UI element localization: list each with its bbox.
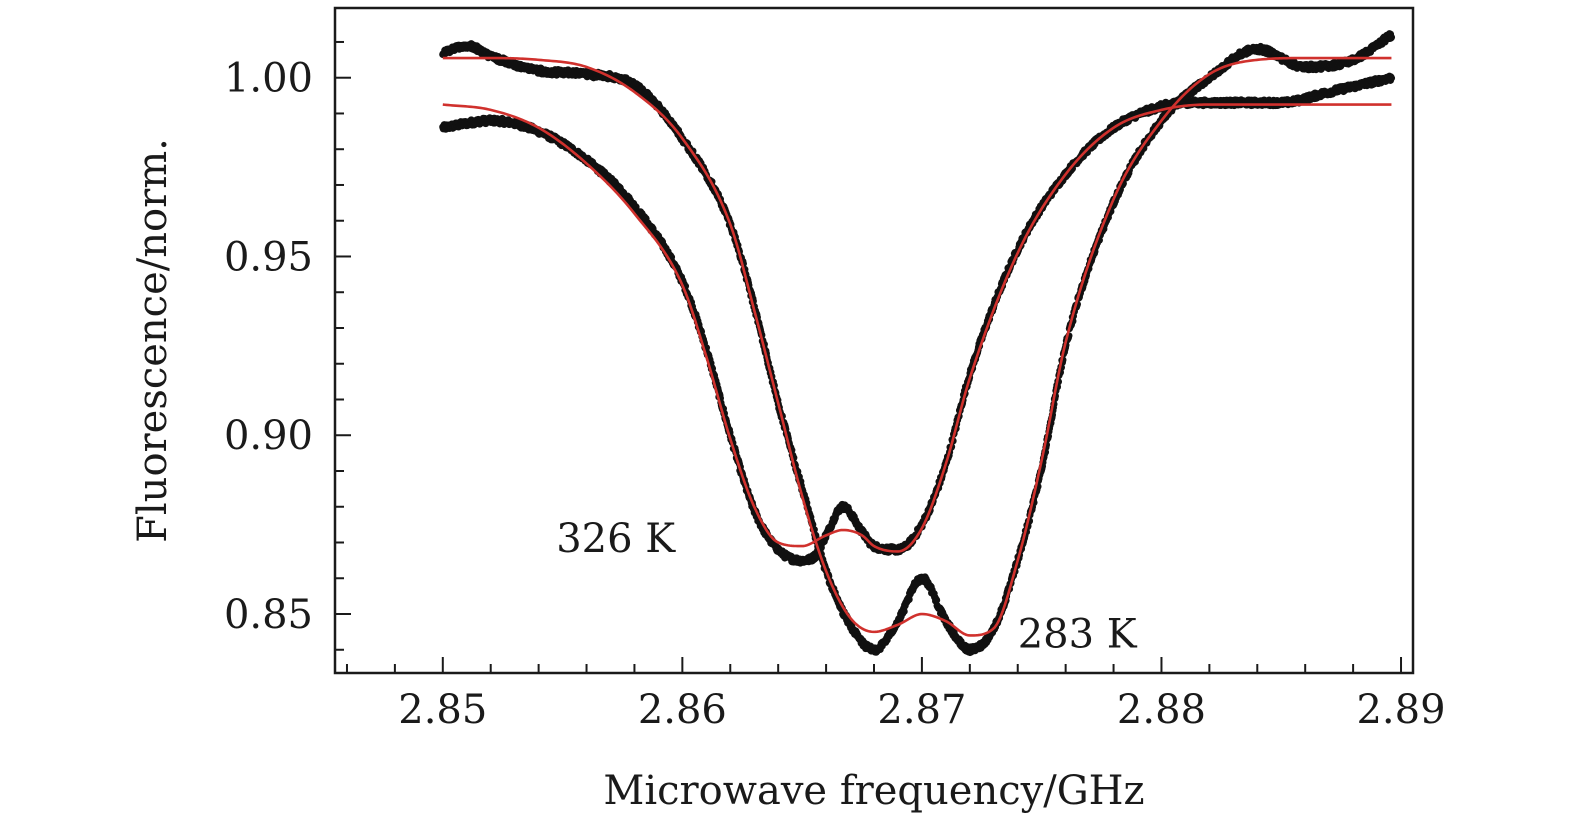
data-point (900, 607, 908, 615)
data-point (1387, 74, 1396, 82)
fit-line-326-k-fit (442, 103, 1392, 553)
data-point (932, 596, 941, 604)
annotation-283-k: 283 K (1018, 611, 1138, 657)
x-tick-label: 2.89 (1356, 687, 1445, 733)
data-point (905, 595, 913, 604)
y-axis-title: Fluorescence/norm. (130, 138, 176, 543)
y-tick-label: 0.85 (224, 592, 313, 638)
x-tick-label: 2.87 (877, 687, 966, 733)
series-326-k (439, 72, 1396, 567)
fit-line-283-k-fit (442, 56, 1392, 637)
data-point (1387, 33, 1396, 41)
fit-layer (442, 56, 1392, 637)
y-tick-label: 1.00 (224, 56, 313, 102)
x-tick-label: 2.88 (1117, 687, 1206, 733)
annotation-326-k: 326 K (556, 516, 676, 562)
data-layer (439, 30, 1396, 657)
tick-layer (335, 40, 1403, 673)
series-283-k (439, 30, 1396, 657)
y-tick-label: 0.95 (224, 234, 313, 280)
tick-label-layer: 2.85 2.86 2.87 2.88 2.89 0.85 0.90 0.95 1.00 (224, 56, 1446, 733)
x-axis-title: Microwave frequency/GHz (603, 768, 1144, 814)
y-tick-label: 0.90 (224, 413, 313, 459)
x-tick-label: 2.86 (638, 687, 727, 733)
annotation-layer: 326 K 283 K (556, 516, 1138, 657)
x-tick-label: 2.85 (398, 687, 487, 733)
